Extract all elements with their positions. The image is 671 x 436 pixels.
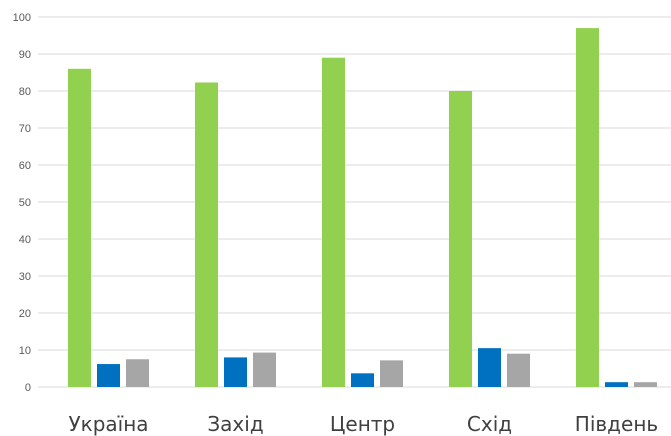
x-category-label: Південь [575,412,658,436]
bar [449,91,472,387]
y-tick-label: 50 [19,197,31,209]
bar [478,348,501,387]
bar [126,359,149,387]
x-category-label: Захід [207,412,263,436]
y-tick-label: 60 [19,160,31,172]
y-tick-label: 40 [19,234,31,246]
y-tick-label: 100 [13,12,31,24]
bar [68,68,91,388]
y-tick-label: 30 [19,271,31,283]
y-tick-label: 20 [19,308,31,320]
x-axis-category-labels: Україна Захід Центр Схід Південь [68,412,658,436]
y-tick-label: 90 [19,49,31,61]
y-tick-label: 0 [25,382,31,394]
y-axis-tick-labels: 0 10 20 30 40 50 60 70 80 90 100 [13,12,31,394]
bar [322,57,345,387]
bar [605,382,628,387]
x-category-label: Центр [330,412,395,436]
bar [351,373,374,387]
bar [97,364,120,387]
gridlines [38,16,671,388]
x-category-label: Україна [68,412,148,436]
bar [224,357,247,387]
bar [576,28,599,387]
bar [507,353,530,387]
y-tick-label: 80 [19,86,31,98]
bar [253,352,276,387]
bar [195,82,218,388]
bar [380,360,403,387]
y-tick-label: 70 [19,123,31,135]
bar [634,382,657,387]
x-category-label: Схід [467,412,512,436]
y-tick-label: 10 [19,345,31,357]
bar-series [68,28,657,388]
